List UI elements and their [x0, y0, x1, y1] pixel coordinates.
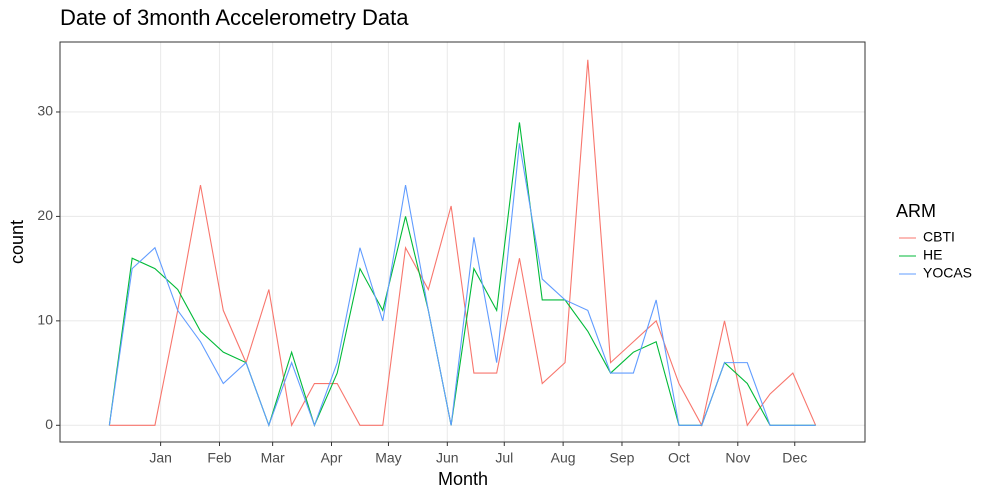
x-tick-label: Jun — [436, 450, 459, 466]
legend-label: CBTI — [923, 229, 955, 245]
series-line — [108, 143, 816, 427]
legend-label: HE — [923, 247, 942, 263]
series-line — [109, 59, 817, 427]
series-line — [108, 122, 816, 428]
chart-title: Date of 3month Accelerometry Data — [60, 5, 409, 30]
x-tick-label: Feb — [207, 450, 231, 466]
x-axis-title: Month — [438, 469, 488, 489]
y-axis-title: count — [7, 220, 27, 264]
x-tick-label: Sep — [610, 450, 635, 466]
x-tick-label: Aug — [551, 450, 576, 466]
x-tick-label: Dec — [782, 450, 807, 466]
x-tick-label: Apr — [321, 450, 343, 466]
y-tick-label: 0 — [45, 416, 53, 432]
x-tick-label: Jan — [149, 450, 172, 466]
y-tick-label: 10 — [37, 312, 53, 328]
y-tick-label: 30 — [37, 103, 53, 119]
x-tick-label: Nov — [725, 450, 750, 466]
x-tick-label: Oct — [668, 450, 690, 466]
y-tick-label: 20 — [37, 207, 53, 223]
legend-title: ARM — [896, 201, 936, 221]
x-tick-label: May — [375, 450, 401, 466]
x-tick-label: Mar — [261, 450, 285, 466]
x-tick-label: Jul — [495, 450, 513, 466]
legend-label: YOCAS — [923, 265, 972, 281]
panel-border — [59, 41, 866, 443]
